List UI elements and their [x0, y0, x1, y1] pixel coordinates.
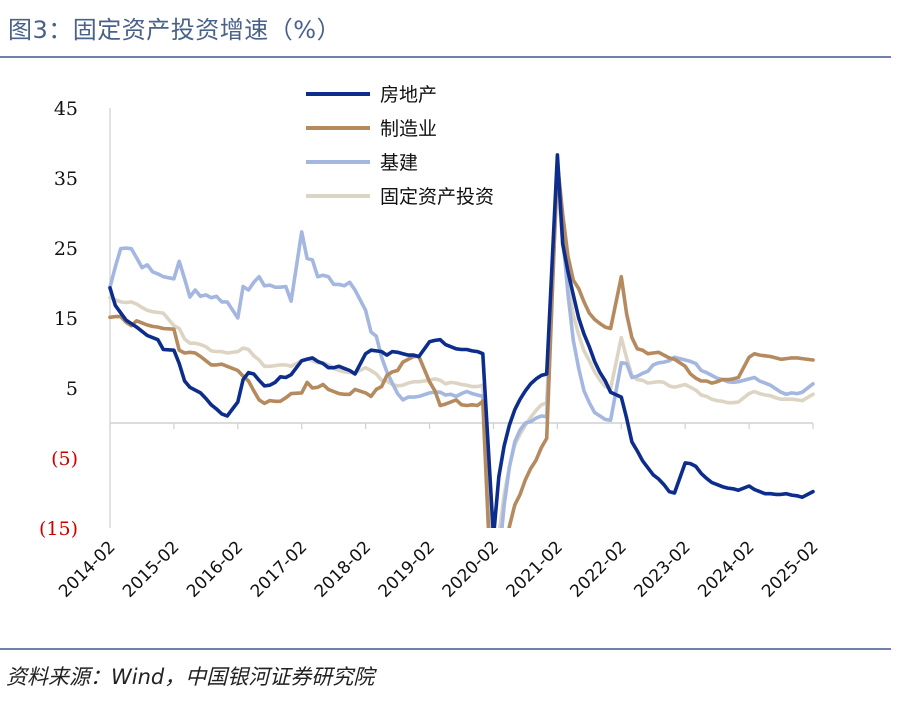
- x-tick-label: 2019-02: [375, 537, 439, 601]
- x-tick-label: 2022-02: [566, 537, 630, 601]
- series-line-1: [108, 153, 815, 528]
- y-tick-label: (5): [51, 448, 78, 470]
- y-tick-label: 35: [54, 168, 78, 190]
- x-tick-label: 2021-02: [503, 537, 567, 601]
- top-divider: [0, 56, 891, 58]
- source-note: 资料来源：Wind，中国银河证券研究院: [6, 665, 375, 689]
- series-line-2: [108, 160, 815, 528]
- x-tick-label: 2025-02: [758, 537, 822, 601]
- chart-title: 图3：固定资产投资增速（%）: [8, 16, 342, 44]
- y-tick-label: 45: [54, 98, 78, 120]
- y-tick-label: 5: [66, 378, 78, 400]
- x-tick-label: 2016-02: [183, 537, 247, 601]
- x-tick-label: 2023-02: [630, 537, 694, 601]
- legend-label: 房地产: [380, 84, 437, 106]
- legend-label: 基建: [380, 152, 418, 174]
- x-tick-label: 2015-02: [119, 537, 183, 601]
- x-tick-label: 2018-02: [311, 537, 375, 601]
- series-line-3: [108, 165, 815, 528]
- y-tick-label: 15: [54, 308, 78, 330]
- legend-label: 固定资产投资: [380, 186, 494, 208]
- y-tick-label: (15): [39, 518, 78, 540]
- chart-series: [108, 153, 815, 528]
- x-tick-label: 2017-02: [247, 537, 311, 601]
- series-line-4: [108, 176, 815, 528]
- y-tick-label: 25: [54, 238, 78, 260]
- bottom-divider: [0, 648, 891, 650]
- x-tick-label: 2014-02: [55, 537, 119, 601]
- x-tick-label: 2020-02: [439, 537, 503, 601]
- legend-label: 制造业: [380, 118, 437, 140]
- x-tick-label: 2024-02: [694, 537, 758, 601]
